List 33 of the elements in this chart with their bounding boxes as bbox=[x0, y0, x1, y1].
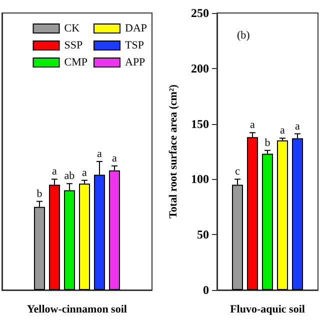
data-label: a bbox=[97, 148, 102, 160]
legend-label: TSP bbox=[124, 40, 144, 52]
legend-label: DAP bbox=[124, 22, 148, 34]
y-tick-label: 150 bbox=[191, 116, 209, 131]
bar bbox=[277, 140, 288, 290]
bar bbox=[292, 138, 303, 290]
data-label: a bbox=[280, 124, 286, 137]
data-label: a bbox=[250, 119, 256, 132]
annotation: (b) bbox=[237, 30, 250, 42]
legend-label: APP bbox=[124, 56, 146, 68]
y-tick-label: 0 bbox=[203, 283, 209, 297]
legend-label: CMP bbox=[64, 56, 88, 68]
data-label: b bbox=[264, 136, 271, 149]
y-tick-label: 50 bbox=[197, 228, 209, 242]
y-tick-label: 200 bbox=[191, 61, 209, 76]
data-label: b bbox=[36, 188, 43, 200]
x-axis-title: Yellow-cinnamon soil bbox=[27, 304, 127, 316]
x-axis-title: Fluvo-aquic soil bbox=[230, 304, 305, 316]
bar bbox=[247, 137, 258, 290]
data-label: a bbox=[112, 152, 118, 164]
data-label: c bbox=[235, 166, 240, 178]
bar bbox=[262, 154, 273, 290]
y-tick-label: 100 bbox=[191, 172, 209, 186]
data-label: ab bbox=[64, 170, 76, 182]
data-label: a bbox=[295, 120, 300, 132]
legend-label: SSP bbox=[64, 40, 83, 52]
bar bbox=[109, 170, 120, 290]
y-tick-label: 250 bbox=[191, 6, 209, 20]
y-axis-title: Total root surface area (cm²) bbox=[168, 84, 180, 218]
bar bbox=[79, 184, 90, 290]
legend-label: CK bbox=[64, 22, 80, 34]
data-label: a bbox=[82, 166, 88, 179]
data-label: a bbox=[52, 166, 58, 178]
